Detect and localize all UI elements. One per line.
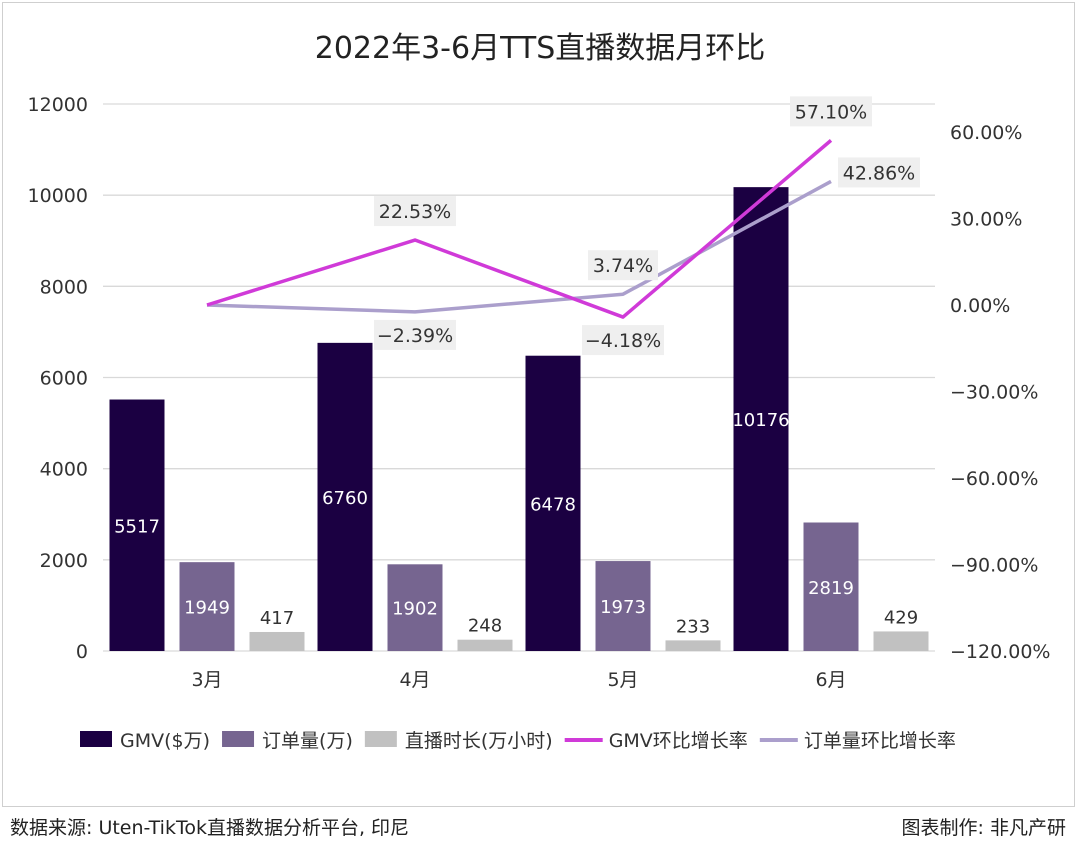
- bar-data-label: 5517: [114, 516, 160, 537]
- x-tick-label: 6月: [815, 669, 846, 691]
- bar-duration: [873, 631, 929, 651]
- y-right-tick: 30.00%: [950, 209, 1022, 231]
- line-gmv-growth: [206, 139, 833, 319]
- bar-data-label: 2819: [808, 578, 854, 599]
- bar-data-label: 417: [260, 608, 294, 629]
- bar-data-label: 1973: [600, 597, 646, 618]
- legend-label: 直播时长(万小时): [405, 730, 553, 752]
- y-right-tick: 0.00%: [950, 295, 1010, 317]
- y-left-tick: 6000: [40, 368, 88, 390]
- x-tick-label: 5月: [607, 669, 638, 691]
- bar-gmv: [109, 399, 165, 651]
- line-data-label: 42.86%: [843, 162, 915, 184]
- legend-label: GMV环比增长率: [609, 730, 748, 752]
- legend-swatch: [80, 731, 112, 747]
- y-right-tick: −120.00%: [950, 641, 1050, 663]
- y-left-tick: 4000: [40, 459, 88, 481]
- bar-gmv: [317, 342, 373, 651]
- bar-orders: [595, 561, 651, 651]
- y-left-tick: 0: [76, 641, 88, 663]
- bar-data-label: 429: [884, 607, 918, 628]
- line-data-label: −2.39%: [377, 325, 453, 347]
- data-label-bg: [790, 96, 872, 127]
- y-left-tick: 12000: [28, 94, 88, 116]
- bar-data-label: 1902: [392, 599, 438, 620]
- line-data-label: 3.74%: [593, 255, 653, 277]
- y-right-tick: −60.00%: [950, 468, 1038, 490]
- chart-title: 2022年3-6月TTS直播数据月环比: [315, 31, 766, 66]
- credit-note: 图表制作: 非凡产研: [901, 817, 1066, 839]
- bar-data-label: 233: [676, 616, 710, 637]
- bar-data-label: 1949: [184, 598, 230, 619]
- data-label-bg: [582, 325, 664, 356]
- line-data-label: 57.10%: [795, 101, 867, 123]
- data-label-bg: [588, 250, 658, 281]
- bar-orders: [803, 522, 859, 651]
- y-right-tick: −90.00%: [950, 555, 1038, 577]
- data-label-bg: [374, 319, 456, 350]
- line-orders-growth: [206, 179, 832, 314]
- x-tick-label: 4月: [399, 669, 430, 691]
- bar-data-label: 6760: [322, 488, 368, 509]
- y-left-tick: 8000: [40, 276, 88, 298]
- chart-frame: [2, 2, 1075, 807]
- bar-orders: [179, 562, 235, 651]
- bar-data-label: 6478: [530, 494, 576, 515]
- bar-duration: [665, 640, 721, 651]
- bar-duration: [249, 631, 305, 651]
- legend-swatch: [364, 731, 397, 747]
- x-tick-label: 3月: [191, 669, 222, 691]
- line-data-label: −4.18%: [585, 330, 661, 352]
- bar-orders: [387, 564, 443, 651]
- data-label-bg: [374, 196, 456, 227]
- bar-gmv: [525, 355, 581, 651]
- legend-label: GMV($万): [120, 730, 210, 752]
- y-left-tick: 10000: [28, 185, 88, 207]
- bar-data-label: 10176: [732, 410, 789, 431]
- line-data-label: 22.53%: [379, 201, 451, 223]
- bar-duration: [457, 639, 513, 651]
- legend-label: 订单量(万): [262, 730, 353, 752]
- legend-swatch: [222, 731, 255, 747]
- legend-label: 订单量环比增长率: [804, 730, 956, 752]
- bar-data-label: 248: [468, 616, 502, 637]
- bar-gmv: [733, 187, 789, 652]
- source-note: 数据来源: Uten-TikTok直播数据分析平台, 印尼: [10, 817, 410, 839]
- y-left-tick: 2000: [40, 550, 88, 572]
- y-right-tick: −30.00%: [950, 382, 1038, 404]
- data-label-bg: [838, 157, 920, 188]
- y-right-tick: 60.00%: [950, 122, 1022, 144]
